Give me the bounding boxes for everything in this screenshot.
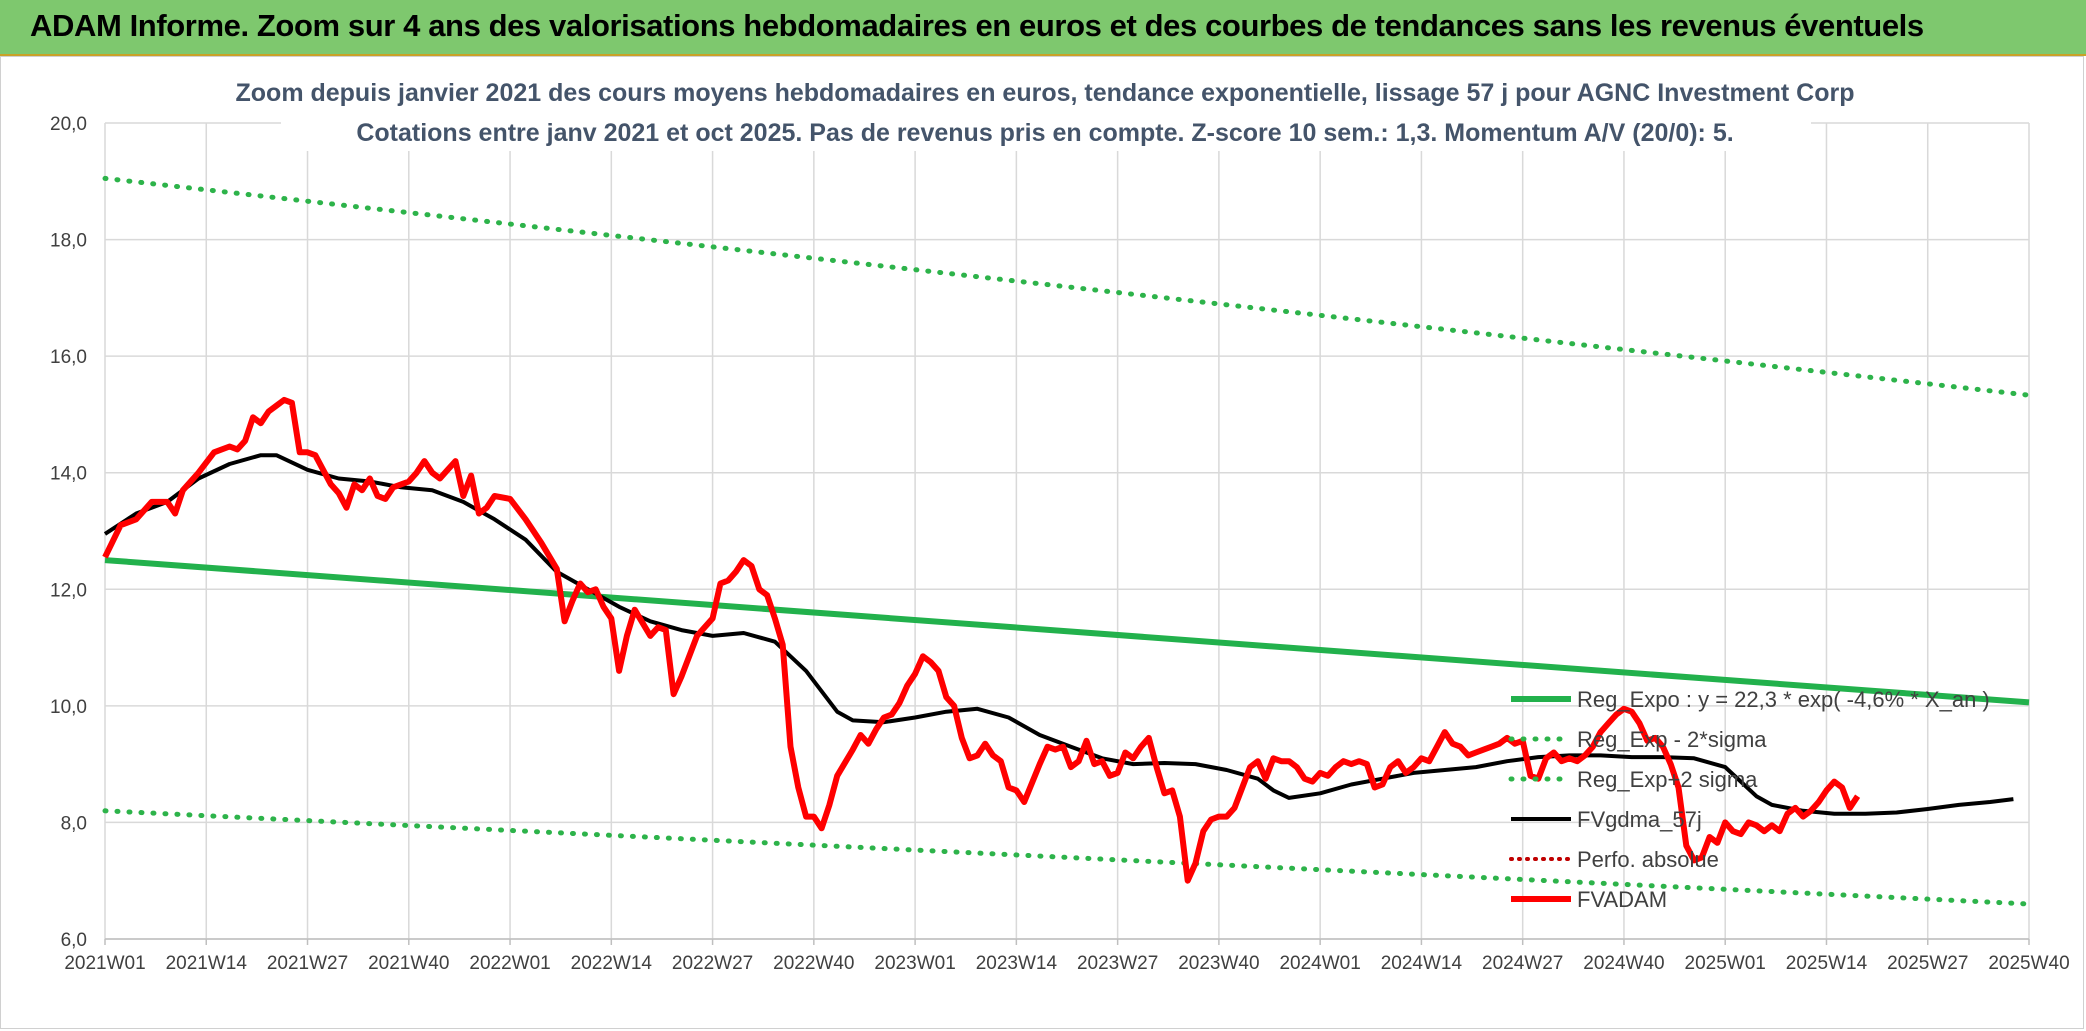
x-tick-label: 2022W01: [469, 953, 550, 974]
series-reg-expo-y-22-3-exp-4-6-x-an: [104, 557, 2030, 706]
series-fvadam: [102, 396, 1861, 884]
x-tick-label: 2025W01: [1685, 953, 1766, 974]
y-tick-label: 18,0: [50, 231, 87, 252]
legend-label: Reg_Exp+2 sigma: [1577, 767, 1758, 792]
x-tick-label: 2025W40: [1988, 953, 2069, 974]
legend-label: Reg_Expo : y = 22,3 * exp( -4,6% * X_an …: [1577, 687, 1990, 712]
x-tick-label: 2024W27: [1482, 953, 1563, 974]
x-tick-label: 2021W01: [64, 953, 145, 974]
x-tick-label: 2023W01: [874, 953, 955, 974]
report-title: ADAM Informe. Zoom sur 4 ans des valoris…: [30, 8, 1924, 43]
y-tick-label: 16,0: [50, 347, 87, 368]
x-tick-label: 2023W40: [1178, 953, 1259, 974]
legend-label: Reg_Exp - 2*sigma: [1577, 727, 1767, 752]
y-tick-label: 14,0: [50, 464, 87, 485]
legend-label: FVgdma_57j: [1577, 807, 1702, 832]
chart-title: Zoom depuis janvier 2021 des cours moyen…: [236, 79, 1855, 107]
report-banner: ADAM Informe. Zoom sur 4 ans des valoris…: [0, 0, 2086, 56]
series-reg-exp-2-sigma: [102, 175, 2032, 398]
chart: 6,0 8,0 10,0 12,0 14,0 16,0 18,0 20,0 2021W01 202…: [50, 65, 2070, 974]
x-tick-label: 2022W40: [773, 953, 854, 974]
legend-label: Perfo. absolue: [1577, 847, 1719, 872]
chart-subtitle: Cotations entre janv 2021 et oct 2025. P…: [356, 119, 1733, 147]
chart-titles: Zoom depuis janvier 2021 des cours moyen…: [236, 65, 1855, 151]
legend-label: FVADAM: [1577, 887, 1667, 912]
x-tick-label: 2022W27: [672, 953, 753, 974]
x-tick-label: 2021W40: [368, 953, 449, 974]
y-tick-label: 12,0: [50, 580, 87, 601]
x-tick-label: 2022W14: [571, 953, 653, 974]
y-tick-label: 10,0: [50, 697, 87, 718]
y-tick-label: 20,0: [50, 114, 87, 135]
x-tick-label: 2024W14: [1381, 953, 1463, 974]
legend: Reg_Expo : y = 22,3 * exp( -4,6% * X_an …: [1508, 687, 1990, 912]
x-tick-label: 2021W27: [267, 953, 348, 974]
series-layer: [102, 175, 2032, 907]
x-tick-label: 2023W14: [976, 953, 1058, 974]
axes: 6,0 8,0 10,0 12,0 14,0 16,0 18,0 20,0 2021W01 202…: [50, 114, 2070, 974]
series-reg-exp-2-sigma: [102, 808, 2032, 907]
chart-frame: 6,0 8,0 10,0 12,0 14,0 16,0 18,0 20,0 2021W01 202…: [0, 56, 2084, 1029]
x-tick-label: 2023W27: [1077, 953, 1158, 974]
x-tick-label: 2025W14: [1786, 953, 1868, 974]
y-tick-label: 8,0: [61, 813, 87, 834]
x-tick-label: 2021W14: [166, 953, 248, 974]
x-tick-label: 2024W40: [1583, 953, 1664, 974]
series-fvgdma-57j: [103, 453, 2014, 816]
gridlines: [104, 122, 2030, 940]
y-tick-label: 6,0: [61, 930, 87, 951]
x-tick-label: 2024W01: [1279, 953, 1360, 974]
x-tick-label: 2025W27: [1887, 953, 1968, 974]
title-background: [281, 65, 1811, 151]
